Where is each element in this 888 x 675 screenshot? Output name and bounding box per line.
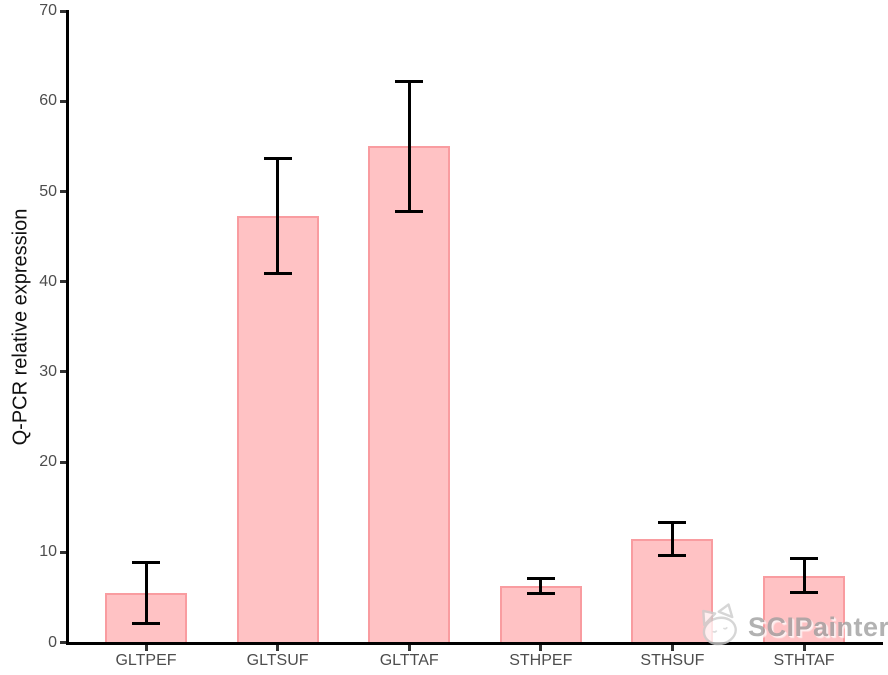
error-bar-line	[802, 558, 806, 593]
error-bar-line	[407, 81, 411, 212]
error-bar-line	[539, 578, 543, 594]
error-bar-cap-top	[790, 557, 818, 561]
x-axis-tick-label: STHTAF	[773, 652, 835, 669]
error-bar-line	[670, 522, 674, 555]
x-axis-tick	[539, 645, 543, 651]
error-bar-cap-bottom	[395, 209, 424, 213]
y-axis-line	[66, 10, 69, 645]
error-bar-line	[276, 158, 280, 274]
y-axis-tick-label: 40	[39, 272, 57, 290]
y-axis-tick-label: 70	[39, 2, 57, 20]
y-axis-tick	[60, 190, 66, 193]
y-axis-tick-label: 30	[39, 362, 57, 380]
bar	[236, 215, 319, 643]
x-axis-tick-label: GLTPEF	[115, 652, 177, 669]
y-axis-tick-label: 20	[39, 453, 57, 471]
y-axis-tick-label: 50	[39, 182, 57, 200]
x-axis-tick	[144, 645, 148, 651]
x-axis-tick-label: GLTTAF	[379, 652, 439, 669]
y-axis-tick	[60, 460, 66, 464]
y-axis-tick-label: 0	[48, 633, 57, 651]
error-bar-cap-bottom	[790, 591, 818, 595]
error-bar-line	[144, 562, 148, 624]
x-axis-line	[66, 642, 883, 645]
x-axis-tick-label: GLTSUF	[246, 652, 309, 669]
x-axis-tick	[802, 645, 806, 651]
y-axis-tick	[60, 370, 66, 374]
x-axis-tick	[276, 645, 280, 651]
y-axis-tick	[60, 280, 66, 284]
y-axis-title: Q-PCR relative expression	[9, 208, 32, 446]
error-bar-cap-bottom	[263, 272, 292, 276]
error-bar-cap-top	[263, 156, 292, 160]
error-bar-cap-bottom	[526, 592, 555, 596]
y-axis-tick	[60, 9, 66, 13]
y-axis-tick	[60, 99, 66, 103]
error-bar-cap-top	[132, 560, 160, 564]
y-axis-tick	[60, 550, 66, 554]
y-axis-tick	[60, 641, 66, 644]
y-axis-tick-label: 10	[39, 543, 57, 561]
error-bar-cap-top	[395, 79, 424, 83]
error-bar-cap-top	[658, 521, 687, 525]
bar	[368, 146, 451, 643]
error-bar-cap-top	[526, 576, 555, 580]
error-bar-cap-bottom	[132, 622, 160, 626]
x-axis-tick-label: STHSUF	[640, 652, 705, 669]
error-bar-cap-bottom	[658, 553, 687, 557]
x-axis-tick	[407, 645, 411, 651]
x-axis-tick-label: STHPEF	[509, 652, 573, 669]
x-axis-tick	[670, 645, 674, 651]
y-axis-tick-label: 60	[39, 92, 57, 110]
